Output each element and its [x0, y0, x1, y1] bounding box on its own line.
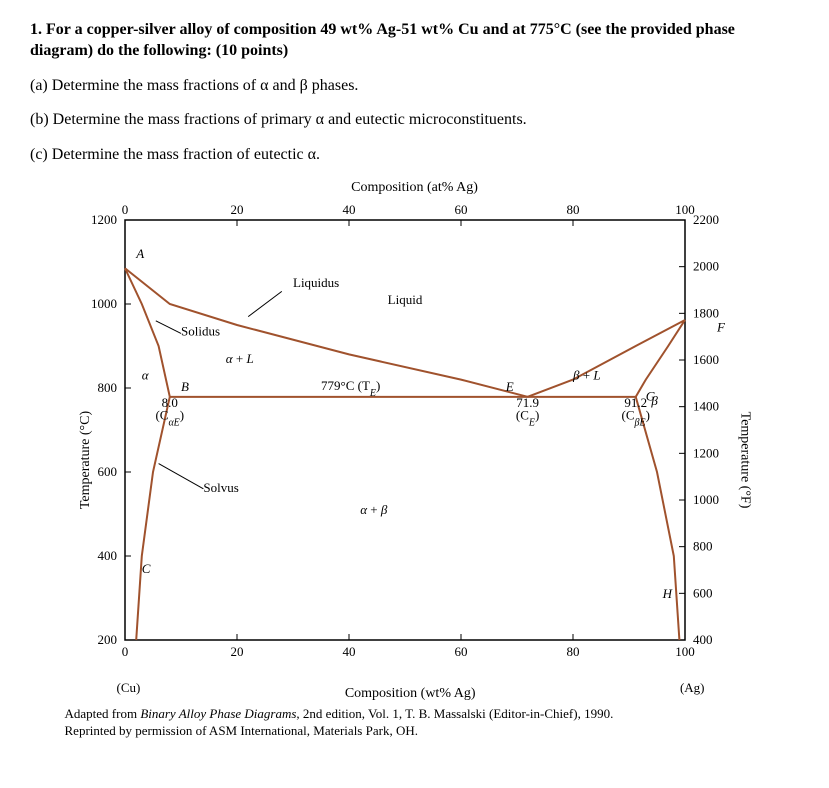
right-corner: (Ag)	[680, 680, 705, 702]
left-corner: (Cu)	[117, 680, 141, 702]
svg-text:Solvus: Solvus	[203, 480, 238, 495]
svg-text:α + β: α + β	[360, 502, 388, 517]
svg-text:α: α	[141, 368, 149, 383]
svg-text:2200: 2200	[693, 212, 719, 227]
question-c: (c) Determine the mass fraction of eutec…	[30, 145, 799, 166]
svg-text:G: G	[645, 389, 655, 404]
svg-text:600: 600	[693, 585, 713, 600]
svg-text:Liquid: Liquid	[387, 292, 422, 307]
top-axis-title: Composition (at% Ag)	[65, 180, 765, 196]
svg-text:2000: 2000	[693, 259, 719, 274]
svg-text:100: 100	[675, 202, 695, 217]
bottom-axis-title: Composition (wt% Ag)	[140, 686, 680, 702]
svg-text:(CαE): (CαE)	[155, 407, 184, 428]
svg-text:A: A	[135, 246, 144, 261]
svg-text:1800: 1800	[693, 305, 719, 320]
right-axis-title: Temperature (°F)	[736, 412, 752, 509]
svg-text:100: 100	[675, 644, 695, 659]
svg-text:80: 80	[566, 644, 579, 659]
svg-text:40: 40	[342, 202, 355, 217]
credit-block: Adapted from Binary Alloy Phase Diagrams…	[65, 706, 765, 740]
credit-line2: Reprinted by permission of ASM Internati…	[65, 723, 418, 738]
svg-text:40: 40	[342, 644, 355, 659]
credit-line1: Adapted from Binary Alloy Phase Diagrams…	[65, 706, 614, 721]
svg-text:1200: 1200	[693, 445, 719, 460]
phase-diagram-chart: Composition (at% Ag) Temperature (°C) Te…	[65, 180, 765, 740]
svg-text:1600: 1600	[693, 352, 719, 367]
svg-text:200: 200	[97, 632, 117, 647]
svg-text:B: B	[181, 379, 189, 394]
svg-text:Liquidus: Liquidus	[293, 275, 339, 290]
svg-text:E: E	[504, 379, 513, 394]
svg-text:0: 0	[121, 644, 128, 659]
svg-text:1000: 1000	[693, 492, 719, 507]
question-a: (a) Determine the mass fractions of α an…	[30, 76, 799, 97]
svg-text:1400: 1400	[693, 399, 719, 414]
svg-text:779°C (TE): 779°C (TE)	[321, 378, 380, 399]
svg-text:60: 60	[454, 202, 467, 217]
corner-labels: (Cu) Composition (wt% Ag) (Ag)	[65, 680, 765, 702]
svg-text:β + L: β + L	[572, 368, 601, 383]
svg-text:(CβE): (CβE)	[621, 407, 649, 428]
svg-text:800: 800	[97, 380, 117, 395]
svg-text:600: 600	[97, 464, 117, 479]
svg-text:α + L: α + L	[225, 351, 253, 366]
svg-text:20: 20	[230, 644, 243, 659]
svg-text:F: F	[716, 319, 726, 334]
svg-text:Solidus: Solidus	[181, 323, 220, 338]
question-b: (b) Determine the mass fractions of prim…	[30, 110, 799, 131]
svg-text:60: 60	[454, 644, 467, 659]
svg-text:800: 800	[693, 539, 713, 554]
svg-text:400: 400	[693, 632, 713, 647]
question-block: 1. For a copper-silver alloy of composit…	[30, 20, 799, 166]
svg-text:20: 20	[230, 202, 243, 217]
question-intro: 1. For a copper-silver alloy of composit…	[30, 20, 799, 62]
phase-diagram-svg: 0204060801000204060801002004006008001000…	[65, 200, 765, 680]
svg-text:1000: 1000	[91, 296, 117, 311]
left-axis-title: Temperature (°C)	[78, 411, 94, 509]
svg-text:H: H	[661, 586, 672, 601]
svg-text:0: 0	[121, 202, 128, 217]
svg-text:(CE): (CE)	[515, 407, 538, 428]
svg-text:1200: 1200	[91, 212, 117, 227]
svg-text:C: C	[141, 561, 150, 576]
svg-text:400: 400	[97, 548, 117, 563]
svg-text:80: 80	[566, 202, 579, 217]
